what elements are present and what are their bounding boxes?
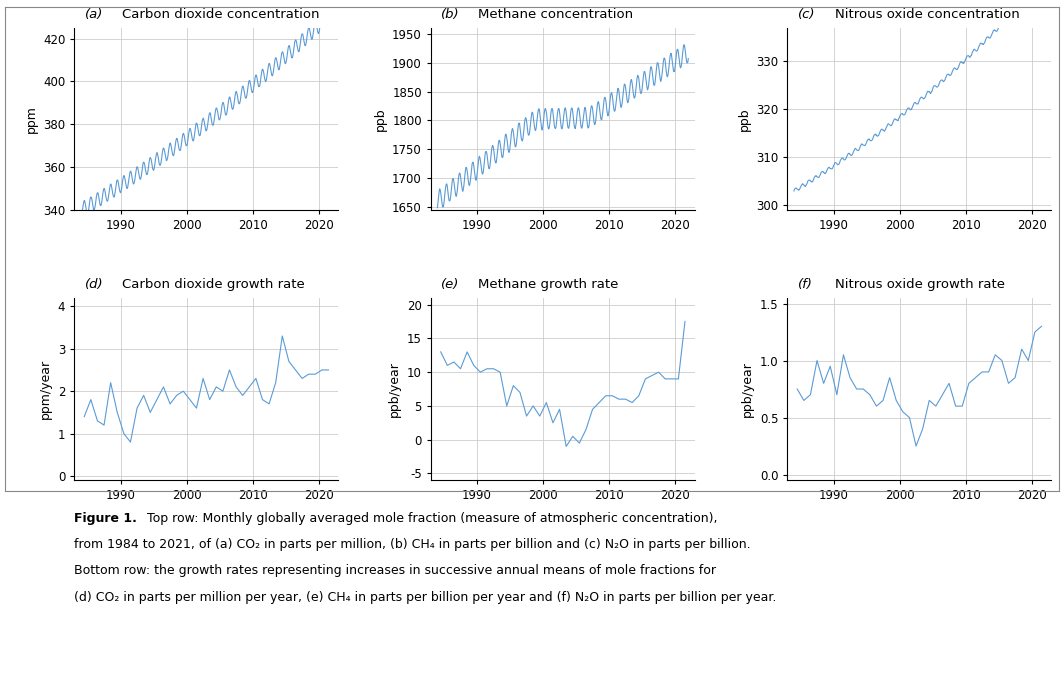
Text: (f): (f) [798, 278, 812, 290]
Text: Methane concentration: Methane concentration [478, 8, 634, 21]
Y-axis label: ppm: ppm [24, 105, 37, 133]
Text: (e): (e) [442, 278, 460, 290]
Y-axis label: ppb/year: ppb/year [741, 361, 754, 417]
Text: Carbon dioxide concentration: Carbon dioxide concentration [122, 8, 320, 21]
Text: from 1984 to 2021, of (a) CO₂ in parts per million, (b) CH₄ in parts per billion: from 1984 to 2021, of (a) CO₂ in parts p… [74, 538, 751, 551]
Text: Carbon dioxide growth rate: Carbon dioxide growth rate [122, 278, 305, 290]
Text: Methane growth rate: Methane growth rate [478, 278, 619, 290]
Y-axis label: ppb: ppb [374, 107, 387, 131]
Text: Bottom row: the growth rates representing increases in successive annual means o: Bottom row: the growth rates representin… [74, 564, 717, 578]
Text: (a): (a) [85, 8, 103, 21]
Text: Nitrous oxide concentration: Nitrous oxide concentration [835, 8, 1020, 21]
Y-axis label: ppm/year: ppm/year [39, 359, 52, 419]
Text: Figure 1.: Figure 1. [74, 512, 137, 525]
Text: Top row: Monthly globally averaged mole fraction (measure of atmospheric concent: Top row: Monthly globally averaged mole … [147, 512, 717, 525]
Text: (d) CO₂ in parts per million per year, (e) CH₄ in parts per billion per year and: (d) CO₂ in parts per million per year, (… [74, 591, 776, 604]
Text: Nitrous oxide growth rate: Nitrous oxide growth rate [835, 278, 1005, 290]
Text: (d): (d) [85, 278, 103, 290]
Y-axis label: ppb: ppb [737, 107, 751, 131]
Text: (c): (c) [798, 8, 816, 21]
Y-axis label: ppb/year: ppb/year [389, 361, 401, 417]
Text: (b): (b) [442, 8, 460, 21]
